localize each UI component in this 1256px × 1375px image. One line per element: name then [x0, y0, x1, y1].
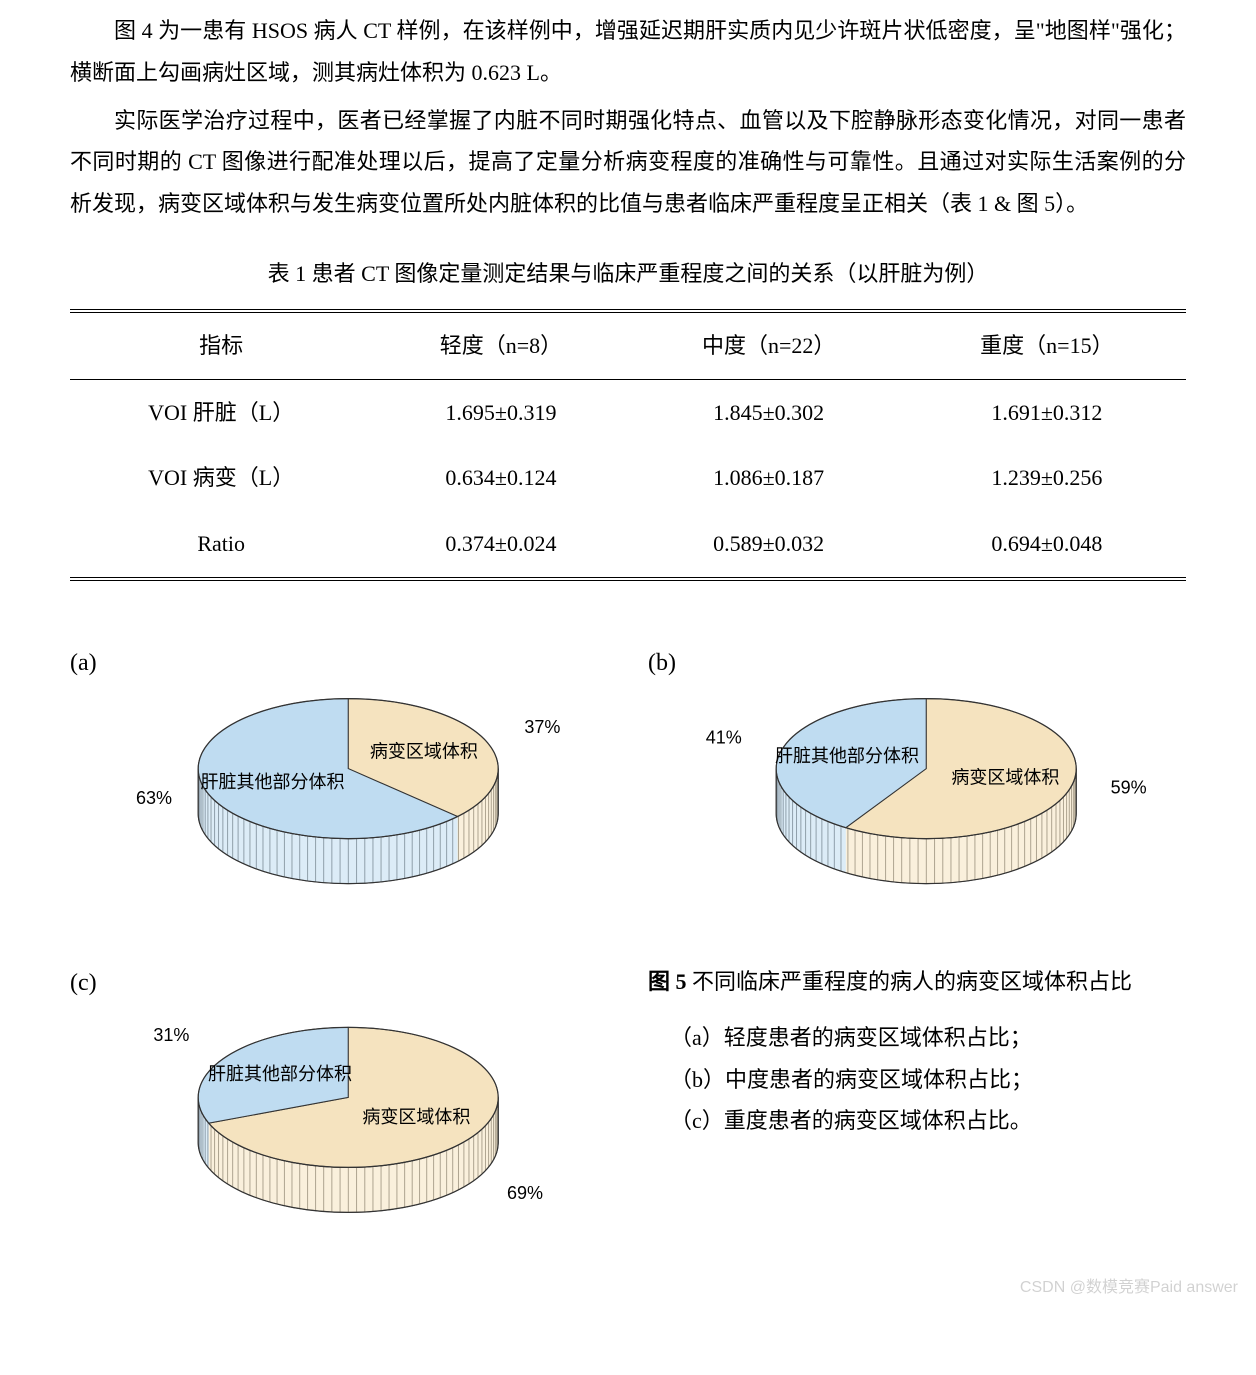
data-table: 指标 轻度（n=8） 中度（n=22） 重度（n=15） VOI 肝脏（L） 1… [70, 309, 1186, 581]
panel-label-c: (c) [70, 961, 97, 1007]
col-header: 指标 [70, 311, 372, 379]
watermark: CSDN @数模竞赛Paid answer [1020, 1273, 1238, 1303]
figure-caption-item: （c）重度患者的病变区域体积占比。 [648, 1100, 1186, 1142]
svg-text:肝脏其他部分体积: 肝脏其他部分体积 [208, 1064, 352, 1084]
svg-text:59%: 59% [1111, 778, 1147, 798]
cell: VOI 病变（L） [70, 445, 372, 511]
table-title: 表 1 患者 CT 图像定量测定结果与临床严重程度之间的关系（以肝脏为例） [70, 253, 1186, 295]
table-row: VOI 病变（L） 0.634±0.124 1.086±0.187 1.239±… [70, 445, 1186, 511]
figure-title: 不同临床严重程度的病人的病变区域体积占比 [692, 969, 1132, 994]
cell: 0.374±0.024 [372, 511, 629, 579]
cell: Ratio [70, 511, 372, 579]
svg-text:63%: 63% [136, 788, 172, 808]
svg-text:69%: 69% [507, 1183, 543, 1203]
chart-panel-a: (a) 病变区域体积 37% 肝脏其他部分体积 63% [70, 641, 608, 931]
svg-text:肝脏其他部分体积: 肝脏其他部分体积 [200, 772, 344, 792]
chart-panel-b: (b) 病变区域体积 59% 肝脏其他部分体积 41% [648, 641, 1186, 931]
table-row: VOI 肝脏（L） 1.695±0.319 1.845±0.302 1.691±… [70, 379, 1186, 445]
figure-caption: 图 5 不同临床严重程度的病人的病变区域体积占比 （a）轻度患者的病变区域体积占… [648, 961, 1186, 1142]
pie-chart-a: 病变区域体积 37% 肝脏其他部分体积 63% [109, 641, 569, 931]
paragraph-1: 图 4 为一患有 HSOS 病人 CT 样例，在该样例中，增强延迟期肝实质内见少… [70, 10, 1186, 94]
pie-chart-b: 病变区域体积 59% 肝脏其他部分体积 41% [687, 641, 1147, 931]
cell: 1.845±0.302 [630, 379, 908, 445]
table-row: Ratio 0.374±0.024 0.589±0.032 0.694±0.04… [70, 511, 1186, 579]
cell: 0.694±0.048 [908, 511, 1186, 579]
svg-text:37%: 37% [524, 717, 560, 737]
cell: 0.634±0.124 [372, 445, 629, 511]
col-header: 重度（n=15） [908, 311, 1186, 379]
chart-panel-c: (c) 病变区域体积 69% 肝脏其他部分体积 31% [70, 961, 608, 1271]
panel-label-a: (a) [70, 641, 97, 687]
cell: 0.589±0.032 [630, 511, 908, 579]
cell: VOI 肝脏（L） [70, 379, 372, 445]
svg-text:31%: 31% [153, 1025, 189, 1045]
page: 图 4 为一患有 HSOS 病人 CT 样例，在该样例中，增强延迟期肝实质内见少… [0, 0, 1256, 1311]
panel-label-b: (b) [648, 641, 676, 687]
cell: 1.695±0.319 [372, 379, 629, 445]
cell: 1.086±0.187 [630, 445, 908, 511]
figure-5: (a) 病变区域体积 37% 肝脏其他部分体积 63% (b) 病变区域体积 59% 肝脏… [70, 641, 1186, 1271]
col-header: 中度（n=22） [630, 311, 908, 379]
svg-text:病变区域体积: 病变区域体积 [951, 767, 1059, 787]
svg-text:病变区域体积: 病变区域体积 [362, 1107, 470, 1127]
paragraph-2: 实际医学治疗过程中，医者已经掌握了内脏不同时期强化特点、血管以及下腔静脉形态变化… [70, 100, 1186, 225]
pie-chart-c: 病变区域体积 69% 肝脏其他部分体积 31% [109, 961, 569, 1271]
col-header: 轻度（n=8） [372, 311, 629, 379]
figure-caption-item: （a）轻度患者的病变区域体积占比； [648, 1017, 1186, 1059]
cell: 1.239±0.256 [908, 445, 1186, 511]
svg-text:41%: 41% [706, 728, 742, 748]
svg-text:肝脏其他部分体积: 肝脏其他部分体积 [775, 746, 919, 766]
svg-text:病变区域体积: 病变区域体积 [370, 741, 478, 761]
figure-caption-item: （b）中度患者的病变区域体积占比； [648, 1059, 1186, 1101]
figure-number: 图 5 [648, 969, 687, 994]
cell: 1.691±0.312 [908, 379, 1186, 445]
